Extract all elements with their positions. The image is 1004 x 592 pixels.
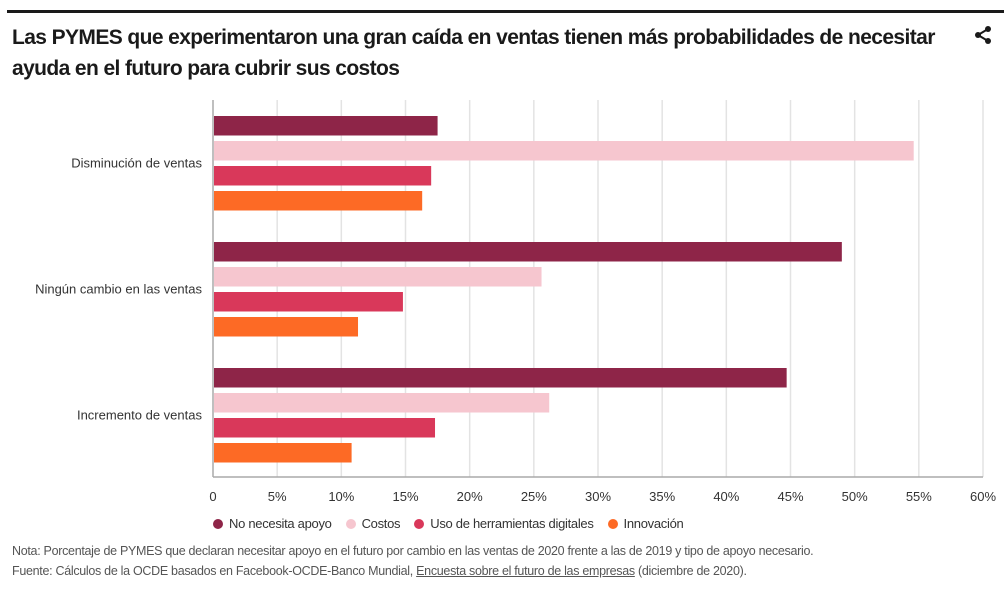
chart-title: Las PYMES que experimentaron una gran ca… <box>12 26 935 80</box>
x-tick-label: 10% <box>328 489 354 504</box>
bar <box>214 393 550 413</box>
legend-item[interactable]: Costos <box>345 516 401 531</box>
x-tick-label: 0 <box>209 489 216 504</box>
x-tick-label: 5% <box>268 489 287 504</box>
x-tick-label: 35% <box>649 489 675 504</box>
legend: No necesita apoyo Costos Uso de herramient… <box>213 516 684 531</box>
bar <box>214 418 436 438</box>
note-text: Nota: Porcentaje de PYMES que declaran n… <box>12 544 814 558</box>
bar <box>214 317 359 337</box>
share-icon[interactable] <box>972 24 994 46</box>
legend-label: Uso de herramientas digitales <box>430 516 594 531</box>
bar <box>214 141 914 161</box>
category-label: Disminución de ventas <box>71 156 202 171</box>
top-rule <box>7 10 1004 13</box>
bar <box>214 116 438 136</box>
legend-label: No necesita apoyo <box>229 516 332 531</box>
bar <box>214 242 842 262</box>
source-link[interactable]: Encuesta sobre el futuro de las empresas <box>416 564 635 578</box>
bar <box>214 368 787 388</box>
legend-label: Innovación <box>623 516 684 531</box>
x-tick-label: 15% <box>392 489 418 504</box>
source-suffix: (diciembre de 2020). <box>634 564 747 578</box>
category-label: Ningún cambio en las ventas <box>35 282 202 297</box>
x-tick-label: 20% <box>457 489 483 504</box>
bar <box>214 191 423 211</box>
footnote: Nota: Porcentaje de PYMES que declaran n… <box>12 541 814 581</box>
legend-item[interactable]: Uso de herramientas digitales <box>414 516 594 531</box>
source-prefix: Fuente: Cálculos de la OCDE basados en F… <box>12 564 417 578</box>
legend-swatch <box>607 518 618 529</box>
bar <box>214 166 432 186</box>
legend-item[interactable]: Innovación <box>607 516 684 531</box>
x-tick-label: 30% <box>585 489 611 504</box>
legend-label: Costos <box>361 516 401 531</box>
x-tick-label: 45% <box>777 489 803 504</box>
legend-item[interactable]: No necesita apoyo <box>213 516 332 531</box>
legend-swatch <box>414 518 425 529</box>
x-tick-label: 55% <box>906 489 932 504</box>
x-tick-label: 60% <box>970 489 996 504</box>
source-text: Fuente: Cálculos de la OCDE basados en F… <box>12 561 813 581</box>
x-tick-label: 40% <box>713 489 739 504</box>
bar <box>214 443 352 463</box>
category-label: Incremento de ventas <box>77 408 203 423</box>
bar <box>214 292 403 312</box>
x-tick-label: 25% <box>521 489 547 504</box>
bar <box>214 267 542 287</box>
x-tick-label: 50% <box>842 489 868 504</box>
legend-swatch <box>213 518 223 529</box>
bar-chart: 0 5% 10% 15% 20% 25% 30% 35% 40% 45% 50% 55% 60% Dism… <box>35 100 996 504</box>
legend-swatch <box>345 518 356 529</box>
